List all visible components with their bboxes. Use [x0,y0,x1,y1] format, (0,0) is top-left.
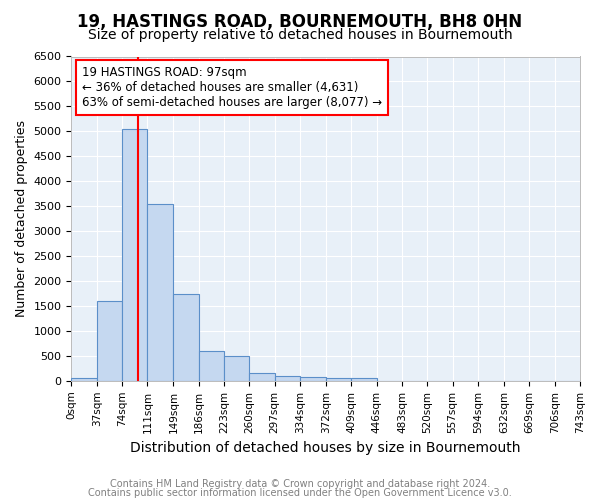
Bar [199,351,224,381]
Text: Contains HM Land Registry data © Crown copyright and database right 2024.: Contains HM Land Registry data © Crown c… [110,479,490,489]
X-axis label: Distribution of detached houses by size in Bournemouth: Distribution of detached houses by size … [130,441,521,455]
Bar [122,129,148,381]
Text: 19, HASTINGS ROAD, BOURNEMOUTH, BH8 0HN: 19, HASTINGS ROAD, BOURNEMOUTH, BH8 0HN [77,12,523,30]
Bar [173,294,199,381]
Text: 19 HASTINGS ROAD: 97sqm
← 36% of detached houses are smaller (4,631)
63% of semi: 19 HASTINGS ROAD: 97sqm ← 36% of detache… [82,66,382,109]
Y-axis label: Number of detached properties: Number of detached properties [15,120,28,317]
Text: Contains public sector information licensed under the Open Government Licence v3: Contains public sector information licen… [88,488,512,498]
Bar [97,301,122,381]
Bar [300,377,326,381]
Bar [71,378,97,381]
Bar [224,356,250,381]
Text: Size of property relative to detached houses in Bournemouth: Size of property relative to detached ho… [88,28,512,42]
Bar [326,378,352,381]
Bar [250,374,275,381]
Bar [148,204,173,381]
Bar [352,378,377,381]
Bar [275,376,300,381]
